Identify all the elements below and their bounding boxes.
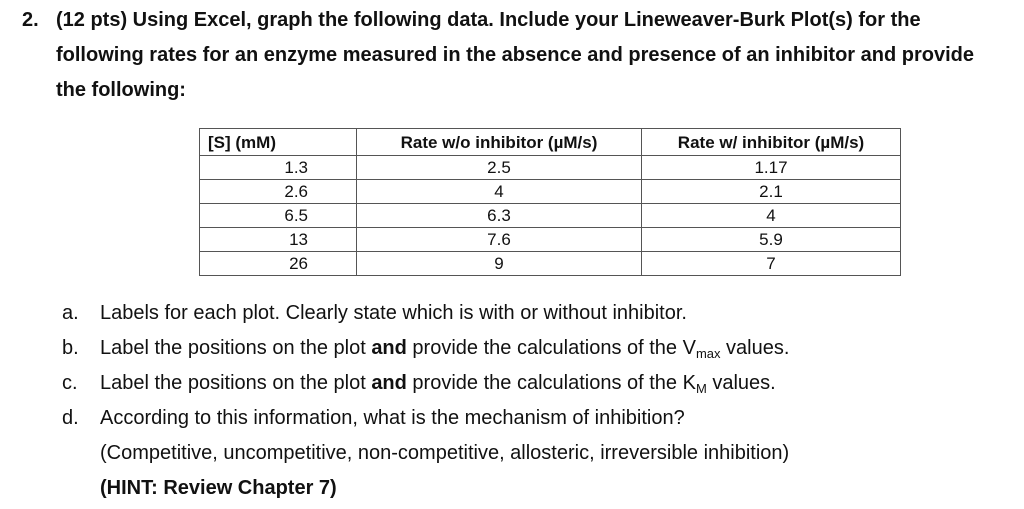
data-table: [S] (mM) Rate w/o inhibitor (µM/s) Rate … (199, 128, 901, 276)
rate-with-cell: 1.17 (641, 155, 901, 180)
item-label: c. (62, 372, 78, 394)
header-substrate: [S] (mM) (199, 128, 357, 156)
item-label: d. (62, 407, 79, 429)
rate-without-cell: 7.6 (356, 227, 642, 252)
item-label: b. (62, 337, 79, 359)
question-text: (12 pts) Using Excel, graph the followin… (56, 9, 974, 101)
rate-with-cell: 5.9 (641, 227, 901, 252)
item-text: (Competitive, uncompetitive, non-competi… (100, 442, 790, 464)
substrate-cell: 13 (199, 227, 357, 252)
item-text: According to this information, what is t… (100, 407, 685, 429)
item-text: Labels for each plot. Clearly state whic… (100, 302, 687, 324)
question-number: 2. (22, 9, 39, 31)
substrate-cell: 1.3 (199, 155, 357, 180)
rate-with-cell: 2.1 (641, 179, 901, 204)
rate-without-cell: 2.5 (356, 155, 642, 180)
item-label: a. (62, 302, 79, 324)
item-text: Label the positions on the plot and prov… (100, 337, 790, 361)
table-row: 1.3 2.5 1.17 (199, 155, 901, 180)
substrate-cell: 2.6 (199, 179, 357, 204)
item-text: Label the positions on the plot and prov… (100, 372, 776, 396)
table-row: 26 9 7 (199, 251, 901, 276)
rate-without-cell: 4 (356, 179, 642, 204)
table-row: 2.6 4 2.1 (199, 179, 901, 204)
header-rate-with: Rate w/ inhibitor (µM/s) (641, 128, 901, 156)
substrate-cell: 6.5 (199, 203, 357, 228)
substrate-cell: 26 (199, 251, 357, 276)
table-row: 13 7.6 5.9 (199, 227, 901, 252)
header-rate-without: Rate w/o inhibitor (µM/s) (356, 128, 642, 156)
table-header-row: [S] (mM) Rate w/o inhibitor (µM/s) Rate … (199, 128, 901, 156)
table-row: 6.5 6.3 4 (199, 203, 901, 228)
hint-text: (HINT: Review Chapter 7) (100, 477, 337, 499)
rate-without-cell: 9 (356, 251, 642, 276)
rate-without-cell: 6.3 (356, 203, 642, 228)
rate-with-cell: 4 (641, 203, 901, 228)
question: 2. (12 pts) Using Excel, graph the follo… (18, 3, 1006, 108)
rate-with-cell: 7 (641, 251, 901, 276)
